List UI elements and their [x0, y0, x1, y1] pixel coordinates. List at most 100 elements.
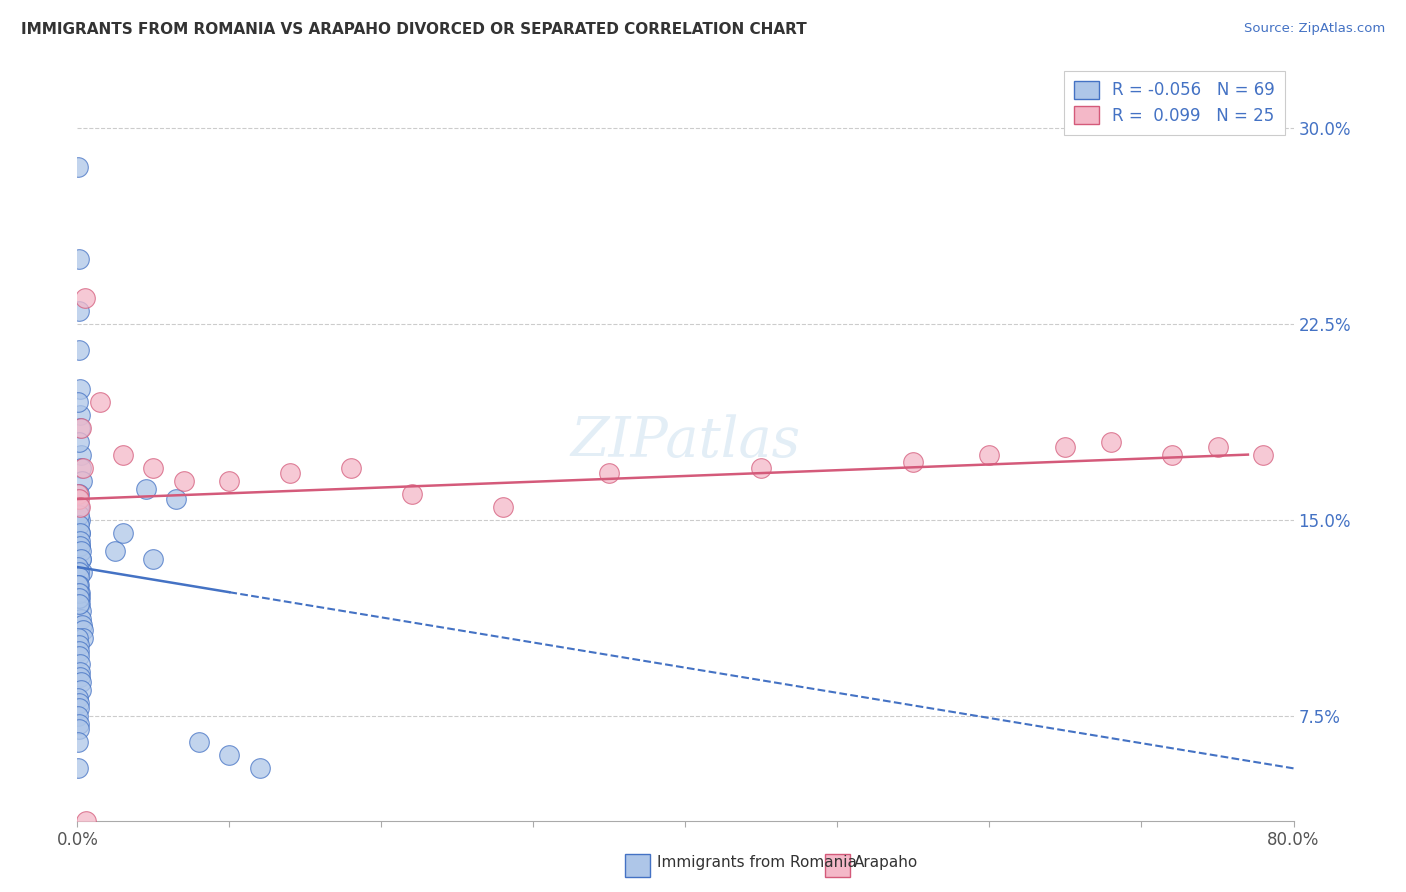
Point — [1099, 434, 1122, 449]
Point — [135, 482, 157, 496]
Point — [69, 539, 91, 553]
Point — [69, 675, 91, 690]
Point — [67, 591, 90, 606]
Point — [67, 500, 90, 514]
Point — [165, 491, 187, 506]
Point — [69, 657, 91, 671]
Point — [67, 717, 90, 731]
Point — [67, 566, 90, 580]
Point — [69, 448, 91, 462]
Point — [89, 395, 111, 409]
Point — [69, 526, 91, 541]
Point — [67, 491, 90, 506]
Point — [492, 500, 515, 514]
Point — [67, 570, 90, 584]
Point — [70, 421, 93, 435]
Point — [69, 591, 91, 606]
Point — [67, 648, 90, 663]
Point — [67, 578, 90, 592]
Point — [70, 612, 93, 626]
Point — [72, 631, 94, 645]
Point — [70, 460, 93, 475]
Point — [67, 722, 90, 736]
Point — [67, 508, 90, 522]
Point — [69, 533, 91, 548]
Point — [401, 487, 423, 501]
Point — [67, 690, 90, 705]
Point — [69, 500, 91, 514]
Point — [67, 696, 90, 710]
Point — [67, 395, 90, 409]
Point — [75, 814, 97, 828]
Point — [751, 460, 773, 475]
Point — [69, 586, 91, 600]
Point — [67, 303, 90, 318]
Point — [188, 735, 211, 749]
Point — [67, 500, 90, 514]
Point — [67, 491, 90, 506]
Point — [1161, 448, 1184, 462]
Point — [340, 460, 363, 475]
Point — [70, 682, 93, 697]
Point — [142, 552, 165, 566]
Point — [69, 421, 91, 435]
Point — [1054, 440, 1077, 454]
Point — [67, 560, 90, 574]
Point — [67, 487, 90, 501]
Point — [67, 343, 90, 357]
Point — [70, 566, 93, 580]
Point — [218, 748, 240, 763]
Point — [72, 460, 94, 475]
Text: Immigrants from Romania: Immigrants from Romania — [657, 855, 858, 870]
Point — [218, 474, 240, 488]
Text: Arapaho: Arapaho — [853, 855, 918, 870]
Point — [67, 160, 90, 174]
Point — [104, 544, 127, 558]
Text: IMMIGRANTS FROM ROMANIA VS ARAPAHO DIVORCED OR SEPARATED CORRELATION CHART: IMMIGRANTS FROM ROMANIA VS ARAPAHO DIVOR… — [21, 22, 807, 37]
Point — [67, 518, 90, 533]
Bar — [825, 854, 849, 877]
Text: ZIPatlas: ZIPatlas — [571, 414, 800, 469]
Point — [70, 474, 93, 488]
Bar — [626, 854, 650, 877]
Point — [72, 623, 94, 637]
Point — [67, 701, 90, 715]
Point — [67, 434, 90, 449]
Point — [69, 382, 91, 396]
Point — [67, 631, 90, 645]
Point — [67, 586, 90, 600]
Point — [1206, 440, 1229, 454]
Point — [111, 448, 134, 462]
Point — [249, 761, 271, 775]
Point — [1251, 448, 1274, 462]
Point — [979, 448, 1001, 462]
Point — [67, 643, 90, 657]
Point — [69, 670, 91, 684]
Point — [67, 487, 90, 501]
Legend: R = -0.056   N = 69, R =  0.099   N = 25: R = -0.056 N = 69, R = 0.099 N = 25 — [1064, 70, 1285, 135]
Point — [903, 455, 925, 469]
Point — [67, 709, 90, 723]
Point — [67, 597, 90, 611]
Point — [142, 460, 165, 475]
Point — [69, 513, 91, 527]
Point — [69, 597, 91, 611]
Point — [70, 552, 93, 566]
Point — [67, 252, 90, 266]
Point — [173, 474, 195, 488]
Point — [69, 605, 91, 619]
Point — [73, 291, 96, 305]
Point — [69, 665, 91, 679]
Point — [69, 526, 91, 541]
Point — [67, 639, 90, 653]
Point — [69, 544, 91, 558]
Point — [70, 617, 93, 632]
Point — [67, 735, 90, 749]
Point — [67, 761, 90, 775]
Point — [67, 578, 90, 592]
Point — [598, 466, 620, 480]
Point — [69, 409, 91, 423]
Point — [69, 539, 91, 553]
Point — [111, 526, 134, 541]
Point — [278, 466, 301, 480]
